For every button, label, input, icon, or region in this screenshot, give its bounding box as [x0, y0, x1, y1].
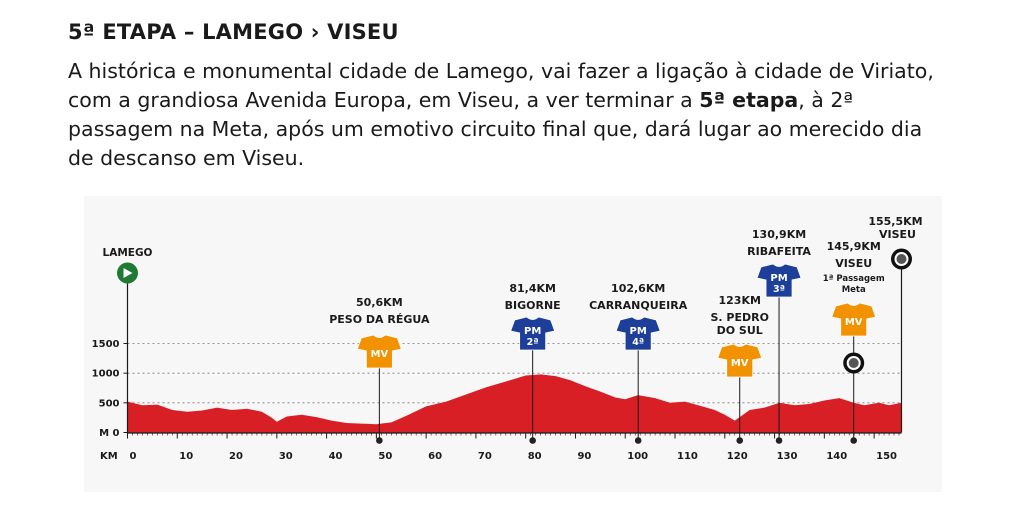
y-tick-label-0: M 0 [99, 428, 119, 439]
point-km-label: 50,6KM [356, 296, 403, 309]
x-tick-label-70: 70 [478, 451, 492, 462]
x-tick-label-0: 0 [130, 451, 137, 462]
x-tick-label-80: 80 [528, 451, 542, 462]
point-name: DO SUL [717, 324, 763, 337]
jersey-category: 3ª [773, 284, 785, 295]
x-tick-label-60: 60 [428, 451, 442, 462]
sprint-jersey-icon [356, 334, 402, 369]
point-km-label: 81,4KM [509, 282, 556, 295]
point-dot [529, 437, 536, 444]
x-tick-label-110: 110 [677, 451, 698, 462]
point-name: S. PEDRO [710, 311, 768, 324]
intermediate-dot [850, 437, 858, 444]
finish-icon-core [896, 254, 907, 264]
elevation-area [127, 374, 902, 433]
start-name: LAMEGO [103, 247, 153, 259]
jersey-category: 2ª [527, 337, 539, 348]
x-tick-label-120: 120 [727, 451, 748, 462]
x-tick-label-50: 50 [378, 451, 392, 462]
x-tick-label-140: 140 [826, 451, 847, 462]
jersey-label: PM [524, 326, 541, 337]
intermediate-note: 1ª Passagem [823, 274, 885, 284]
x-tick-label-150: 150 [876, 451, 897, 462]
stage-description: A histórica e monumental cidade de Lameg… [68, 57, 948, 173]
x-tick-label-40: 40 [329, 451, 343, 462]
intermediate-finish-icon-core [848, 358, 859, 368]
intermediate-note: Meta [842, 285, 866, 295]
jersey-label: PM [630, 326, 647, 337]
sprint-jersey-icon [717, 343, 763, 378]
finish-km-label: 155,5KM [868, 215, 922, 228]
point-km-label: 102,6KM [611, 282, 665, 295]
jersey-label: MV [371, 349, 389, 360]
x-tick-label-130: 130 [777, 451, 798, 462]
x-tick-label-20: 20 [229, 451, 243, 462]
y-tick-label-1500: 1500 [92, 339, 120, 350]
x-tick-label-10: 10 [179, 451, 193, 462]
description-bold: 5ª etapa [699, 88, 799, 112]
jersey-label: MV [845, 317, 863, 328]
elevation-profile-chart: M 0 500 1000 1500 0 10 20 30 40 50 60 70 80 90 100 110 1… [92, 215, 923, 462]
description-text-2: , à 2ª passagem na Meta, após um emotivo… [68, 88, 923, 170]
description-text-1: A histórica e monumental cidade de Lameg… [68, 59, 934, 112]
sprint-jersey-icon [831, 302, 877, 337]
jersey-category: 4ª [632, 337, 644, 348]
point-dot [376, 437, 383, 444]
start-play-icon [123, 268, 133, 278]
point-dot [775, 437, 783, 444]
point-km-label: 130,9KM [752, 228, 806, 241]
finish-name: VISEU [879, 228, 916, 241]
mountain-jersey-icon [510, 316, 556, 351]
jersey-label: PM [770, 273, 787, 284]
x-tick-label-90: 90 [577, 451, 591, 462]
intermediate-km-label: 145,9KM [827, 240, 881, 253]
y-tick-label-500: 500 [99, 398, 120, 409]
intermediate-name: VISEU [835, 257, 872, 270]
mountain-jersey-icon [615, 316, 661, 351]
point-name: RIBAFEITA [747, 245, 811, 258]
point-name: PESO DA RÉGUA [329, 313, 430, 326]
jersey-label: MV [731, 358, 749, 369]
x-tick-label-100: 100 [627, 451, 648, 462]
x-axis-label: KM [100, 451, 118, 462]
point-name: BIGORNE [505, 299, 561, 312]
y-tick-label-1000: 1000 [92, 369, 120, 380]
point-km-label: 123KM [719, 294, 761, 307]
stage-profile-panel: M 0 500 1000 1500 0 10 20 30 40 50 60 70 80 90 100 110 1… [84, 196, 942, 492]
point-dot [736, 437, 744, 444]
point-name: CARRANQUEIRA [589, 299, 688, 312]
mountain-jersey-icon [756, 263, 802, 298]
point-dot [634, 437, 642, 444]
page-title: 5ª ETAPA – LAMEGO › VISEU [68, 20, 399, 44]
x-tick-label-30: 30 [279, 451, 293, 462]
